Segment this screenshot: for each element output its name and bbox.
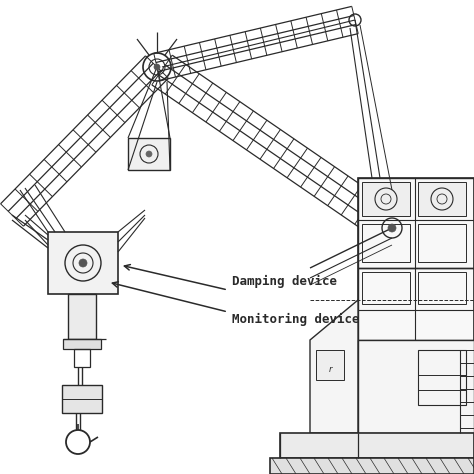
Polygon shape bbox=[310, 300, 358, 433]
Circle shape bbox=[79, 259, 87, 267]
Bar bbox=[418, 272, 466, 304]
Bar bbox=[270, 458, 474, 474]
Bar bbox=[74, 349, 90, 367]
Bar bbox=[418, 350, 466, 405]
Bar bbox=[362, 272, 410, 304]
Bar bbox=[358, 178, 474, 433]
Bar bbox=[358, 178, 474, 268]
Bar bbox=[358, 340, 474, 433]
Bar bbox=[362, 182, 410, 216]
Bar bbox=[418, 182, 466, 216]
Bar bbox=[358, 268, 474, 340]
Bar bbox=[362, 224, 410, 262]
Bar bbox=[48, 232, 118, 294]
Text: Damping device: Damping device bbox=[232, 275, 337, 288]
Bar bbox=[418, 224, 466, 262]
Bar bbox=[68, 294, 96, 339]
Bar bbox=[316, 350, 344, 380]
Text: r: r bbox=[328, 365, 332, 374]
Bar bbox=[63, 339, 101, 349]
Circle shape bbox=[154, 64, 160, 70]
Bar bbox=[280, 433, 474, 458]
Bar bbox=[128, 138, 170, 170]
Circle shape bbox=[146, 151, 152, 157]
Bar bbox=[62, 385, 102, 413]
Circle shape bbox=[388, 224, 396, 232]
Text: Monitoring device: Monitoring device bbox=[232, 313, 359, 326]
